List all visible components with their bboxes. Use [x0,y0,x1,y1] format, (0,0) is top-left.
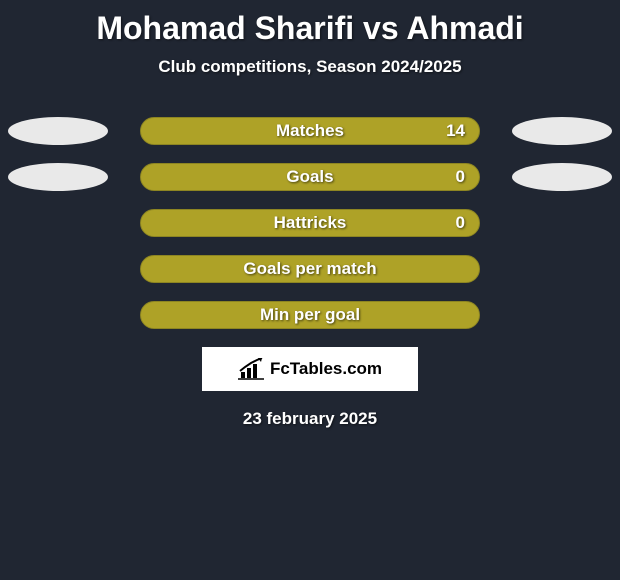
stat-row: Matches 14 [0,117,620,145]
date-label: 23 february 2025 [0,409,620,429]
stats-container: Matches 14 Goals 0 Hattricks 0 Goals per match… [0,117,620,329]
stat-row: Goals 0 [0,163,620,191]
player-right-marker [512,163,612,191]
stat-bar: Min per goal [140,301,480,329]
stat-bar: Matches 14 [140,117,480,145]
stat-row: Min per goal [0,301,620,329]
attribution-badge: FcTables.com [202,347,418,391]
player-right-marker [512,117,612,145]
comparison-title: Mohamad Sharifi vs Ahmadi [0,0,620,47]
stat-label: Min per goal [260,305,360,325]
chart-icon [238,358,264,380]
attribution-text: FcTables.com [270,359,382,379]
stat-value: 0 [456,167,465,187]
stat-label: Matches [276,121,344,141]
stat-row: Hattricks 0 [0,209,620,237]
stat-label: Goals [286,167,333,187]
stat-value: 14 [446,121,465,141]
comparison-subtitle: Club competitions, Season 2024/2025 [0,57,620,77]
player-left-marker [8,117,108,145]
stat-label: Hattricks [274,213,347,233]
stat-bar: Goals 0 [140,163,480,191]
stat-bar: Hattricks 0 [140,209,480,237]
player-left-marker [8,163,108,191]
stat-value: 0 [456,213,465,233]
stat-label: Goals per match [243,259,376,279]
stat-row: Goals per match [0,255,620,283]
stat-bar: Goals per match [140,255,480,283]
